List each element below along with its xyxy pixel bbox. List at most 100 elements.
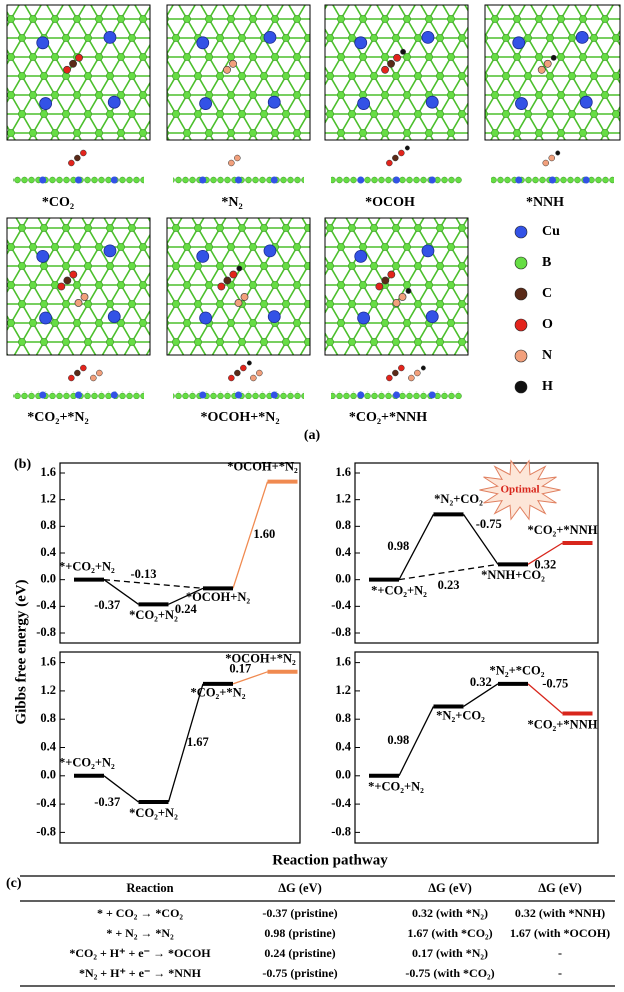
adsorbate-atom-side: [80, 149, 87, 157]
dashed-step: [103, 579, 204, 589]
adsorbate-atom: [63, 276, 72, 285]
level-label: *CO₂+*NNH: [528, 523, 598, 537]
adsorbate-atom-side: [256, 369, 263, 377]
y-tick-label: 0.4: [40, 545, 56, 559]
cu-atom-side: [428, 176, 436, 184]
adsorbate-atom-side: [404, 145, 410, 151]
adsorbate-atom: [223, 65, 231, 74]
legend-swatch: [514, 318, 528, 332]
y-tick-label: 0.4: [40, 739, 56, 753]
step-label: 0.17: [229, 662, 251, 676]
dashed-step: [398, 563, 499, 581]
adsorbate-atom: [387, 59, 395, 68]
adsorbate-atom: [405, 288, 412, 294]
y-tick-label: -0.4: [36, 598, 57, 612]
adsorbate-atom: [69, 59, 77, 68]
structure-label: *CO₂: [42, 195, 74, 210]
cu-atom: [36, 249, 50, 263]
table-cell: 0.24 (pristine): [264, 946, 335, 960]
legend-swatch: [514, 380, 528, 394]
step-label: -0.75: [476, 517, 502, 531]
table-cell: *N₂ + H⁺ + e⁻ → *NNH: [79, 966, 202, 980]
legend-swatch: [514, 256, 528, 270]
cu-atom: [39, 311, 53, 325]
panel-label: (a): [304, 428, 321, 443]
adsorbate-atom: [236, 265, 243, 272]
cu-atom-side: [270, 176, 278, 184]
y-tick-label: -0.4: [331, 598, 352, 612]
step-connector: [463, 683, 499, 708]
y-tick-label: 0.4: [335, 545, 351, 559]
table-cell: *CO₂ + H⁺ + e⁻ → *OCOH: [69, 946, 211, 960]
step-connector: [167, 683, 204, 803]
level-label: *N₂+CO₂: [434, 492, 483, 506]
y-tick-label: 1.6: [40, 465, 56, 479]
step-label: 0.24: [175, 602, 198, 616]
table-cell: 1.67 (with *CO₂): [407, 926, 492, 940]
cu-atom-side: [199, 176, 207, 184]
cu-atom-side: [515, 176, 523, 184]
y-tick-label: 1.2: [335, 492, 351, 506]
step-label: 0.23: [438, 578, 460, 592]
cu-atom: [107, 310, 121, 324]
legend-label: H: [542, 379, 553, 394]
cu-atom: [196, 249, 210, 263]
table-cell: -0.75 (pristine): [262, 966, 337, 980]
structure-top-view: [6, 4, 151, 141]
y-tick-label: 0.4: [335, 739, 351, 753]
level-label: *CO₂+N₂: [129, 608, 178, 622]
step-label: 0.32: [534, 558, 556, 572]
table-header: ΔG (eV): [428, 881, 472, 895]
level-label: *OCOH+*N₂: [225, 652, 296, 666]
table-cell: -0.37 (pristine): [262, 906, 337, 920]
legend-label: B: [542, 255, 551, 270]
adsorbate-atom-side: [398, 364, 405, 372]
structure-label: *NNH: [526, 195, 564, 210]
y-tick-label: 1.2: [40, 492, 56, 506]
table-cell: * + N₂ → *N₂: [106, 926, 174, 940]
y-tick-label: 0.8: [40, 518, 56, 532]
legend-swatch: [514, 287, 528, 301]
structure-label: *OCOH+*N₂: [200, 410, 279, 425]
level-label: *NNH+CO₂: [481, 568, 545, 582]
level-label: *+CO₂+N₂: [368, 780, 424, 794]
adsorbate-atom: [217, 282, 226, 291]
level-label: *CO₂+N₂: [129, 806, 178, 820]
annotation: Optimal: [500, 484, 539, 496]
structure-top-view: [166, 4, 311, 141]
adsorbate-atom: [75, 53, 83, 62]
cu-atom-side: [75, 176, 82, 184]
structure-label: *CO₂+*NNH: [349, 410, 427, 425]
adsorbate-atom: [375, 282, 384, 291]
cu-atom-side: [393, 391, 400, 399]
structure-top-view: [6, 217, 151, 356]
cu-atom-side: [235, 176, 242, 184]
y-tick-label: -0.8: [36, 625, 56, 639]
level-label: *N₂+*CO₂: [490, 664, 545, 678]
adsorbate-atom-side: [386, 159, 393, 167]
adsorbate-atom-side: [250, 374, 257, 382]
table-cell: 0.32 (with *NNH): [515, 906, 605, 920]
cu-atom: [196, 36, 210, 50]
adsorbate-atom-side: [80, 364, 87, 372]
cu-atom-side: [549, 176, 556, 184]
cu-atom: [425, 310, 439, 324]
adsorbate-atom-side: [228, 159, 235, 167]
cu-atom-side: [582, 176, 590, 184]
step-label: -0.37: [94, 795, 120, 809]
cu-atom: [421, 31, 435, 44]
adsorbate-atom-side: [90, 374, 97, 382]
y-tick-label: 0.8: [335, 711, 351, 725]
adsorbate-atom-side: [386, 374, 393, 382]
cu-atom-side: [357, 391, 365, 399]
table: Reaction ΔG (eV) ΔG (eV) ΔG (eV) * + CO₂ → *…: [20, 875, 615, 987]
step-label: -0.75: [542, 677, 568, 691]
adsorbate-atom: [398, 293, 407, 301]
level-label: *N₂+CO₂: [436, 708, 485, 722]
panel-a: *CO₂ *N₂ *OCOH *NNH *CO₂+*N₂ *OCOH+*N₂ *CO₂+*N…: [6, 4, 621, 425]
cu-atom: [575, 31, 589, 44]
adsorbate-atom: [240, 293, 249, 301]
adsorbate-atom-side: [246, 360, 252, 366]
adsorbate-atom-side: [96, 369, 103, 377]
